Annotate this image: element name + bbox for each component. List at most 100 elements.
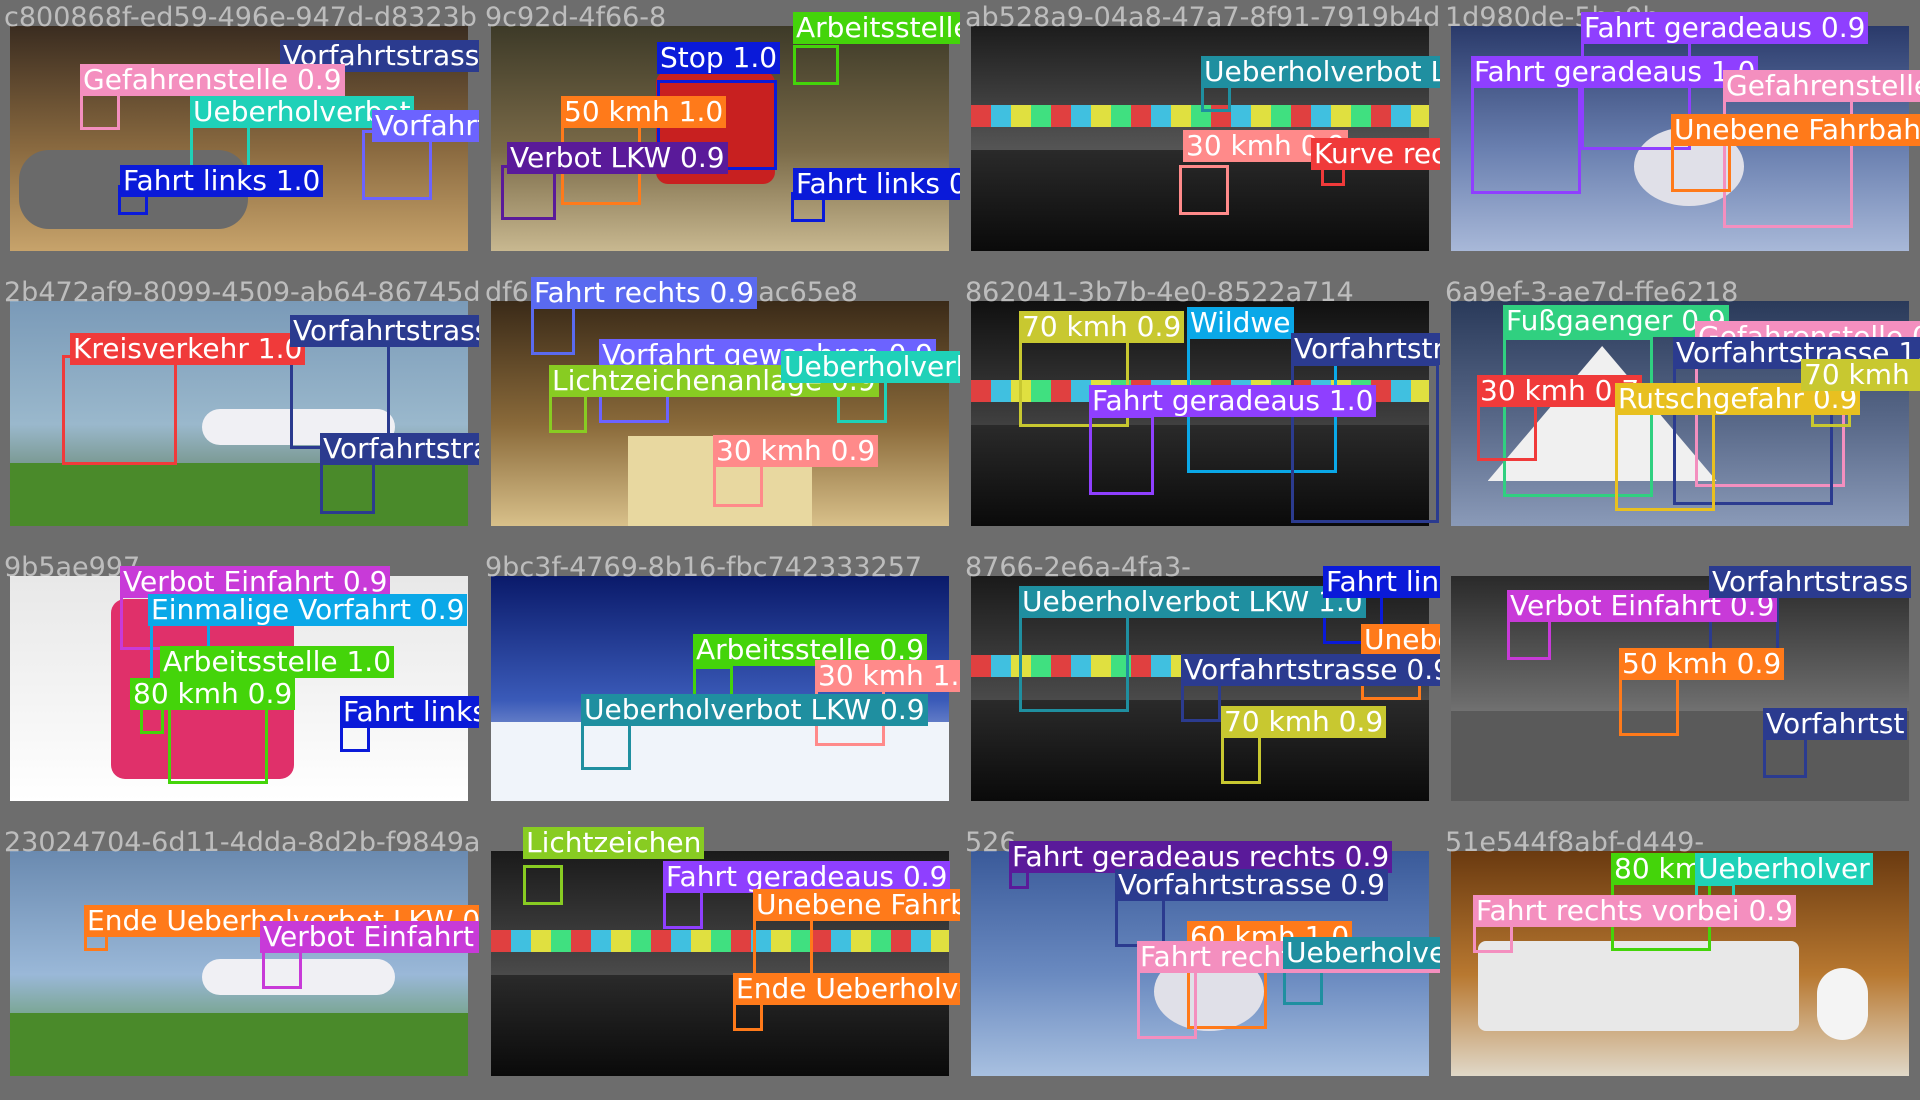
detection-box: [1763, 734, 1807, 778]
detection-label: Lichtzeichen: [523, 827, 705, 859]
detection-label: Vorfahrtstrasse 0.9: [1181, 654, 1440, 686]
cell-photo: [10, 851, 468, 1076]
detection-label: Vorfahrtstrasse 0.9: [1115, 869, 1388, 901]
image-filename: 2b472af9-8099-4509-ab64-86745df: [4, 277, 479, 308]
detection-label: 30 kmh 0.7: [1477, 375, 1643, 407]
mosaic-cell: Verbot Einfahrt 0.9 Vorfahrtstrass 50 kmh …: [1441, 550, 1920, 824]
detection-label: Fahrt geradeaus rechts 0.9: [1009, 841, 1393, 873]
detection-box: [1019, 612, 1129, 712]
mosaic-cell: 9c92d-4f66-8 Arbeitsstelle 0.9 Stop 1.0 50 …: [481, 0, 960, 274]
image-filename: 23024704-6d11-4dda-8d2b-f9849a7: [4, 827, 479, 858]
image-filename: 862041-3b7b-4e0-8522a714: [965, 277, 1354, 308]
detection-box: [1503, 337, 1653, 497]
detection-box: [262, 949, 302, 989]
detection-label: Fahrt geradeaus 1.0: [1471, 56, 1759, 88]
mosaic-cell: c800868f-ed59-496e-947d-d8323b73650096 Vo…: [0, 0, 479, 274]
detection-label: 30 kmh 0.9: [713, 435, 879, 467]
detection-label: 70 kmh 0.9: [1801, 359, 1920, 391]
detection-box: [1089, 415, 1154, 495]
detection-label: Fahrt links 0.9: [340, 696, 479, 728]
detection-label: Verbot LKW 0.9: [507, 142, 728, 174]
detection-label: Vorfahrtstrasse 0.9: [320, 433, 479, 465]
detection-label: Unebene Fahrbahn 0.9: [753, 889, 960, 921]
image-filename: ab528a9-04a8-47a7-8f91-7919b4d: [965, 2, 1440, 33]
detection-label: Unebene Fahrbah: [1671, 114, 1920, 146]
umbrellas: [491, 929, 949, 953]
mouse: [1817, 968, 1868, 1040]
detection-label: Ueberholver: [1695, 853, 1873, 885]
detection-label: Vorfahrtstrass: [1709, 566, 1912, 598]
detection-label: Fahrt geradeaus 1.0: [1089, 385, 1377, 417]
airplane: [202, 959, 395, 995]
detection-label: Ende Ueberholverbot LKW 0.9: [733, 973, 960, 1005]
detection-box: [581, 720, 631, 770]
detection-label: 80 kmh 0.9: [130, 678, 296, 710]
mosaic-cell: df6b3-e534-acd2-4cac65e8Fahrt rechts 0.9…: [481, 275, 960, 549]
detection-label: Gefahrenstelle 0.9: [80, 64, 345, 96]
detection-box: [663, 889, 703, 929]
detection-label: Wildwe: [1187, 307, 1294, 339]
detection-label: Fahrt links 0.9: [1323, 566, 1440, 598]
detection-label: 50 kmh 1.0: [561, 96, 727, 128]
keyboard: [1478, 941, 1800, 1031]
detection-label: 50 kmh 0.9: [1619, 648, 1785, 680]
detection-label: Vorfahrt gewaehren 0.9: [372, 110, 479, 142]
detection-box: [1615, 411, 1715, 511]
detection-label: Fahrt rechts 0.9: [531, 277, 758, 309]
detection-label: Verbot Einfahrt 0.9: [120, 566, 391, 598]
detection-box: [523, 865, 563, 905]
detection-box: [1619, 676, 1679, 736]
image-filename: 51e544f8abf-d449-: [1445, 827, 1705, 858]
detection-label: Gefahrenstelle: [1723, 70, 1920, 102]
detection-label: 30 kmh 1.0: [815, 660, 960, 692]
detection-label: 70 kmh 0.9: [1019, 311, 1185, 343]
image-filename: 9c92d-4f66-8: [485, 2, 667, 33]
detection-label: Stop 1.0: [657, 42, 781, 74]
detection-label: Ueberholverbot LKW 0.9: [581, 694, 928, 726]
detection-label: Fahrt rechts vorbei 0.9: [1473, 895, 1796, 927]
detection-box: [531, 305, 575, 355]
detection-label: Fußgaenger 0.9: [1503, 305, 1729, 337]
umbrellas: [971, 104, 1429, 128]
detection-label: Ueberholverbot LKW 0.9: [1283, 937, 1440, 969]
detection-box: [549, 393, 587, 433]
mosaic-cell: 2b472af9-8099-4509-ab64-86745df Kreisverk…: [0, 275, 479, 549]
detection-label: Fahrt links 1.0: [120, 165, 324, 197]
grass: [10, 1013, 468, 1076]
mosaic-cell: 9bc3f-4769-8b16-fbc742333257 Arbeitsstell…: [481, 550, 960, 824]
detection-box: [1471, 84, 1581, 194]
detection-label: Unebene F: [1361, 624, 1440, 656]
detection-label: Verbot Einfahrt 0.9: [1507, 590, 1778, 622]
snow: [491, 722, 949, 801]
mosaic-cell: 51e544f8abf-d449- 80 kmh Ueberholver Fahrt …: [1441, 825, 1920, 1099]
detection-label: Ueberholverbot LKW: [1201, 56, 1440, 88]
mosaic-cell: Lichtzeichen Fahrt geradeaus 0.9 Unebene F…: [481, 825, 960, 1099]
detection-label: Fahrt geradeaus 0.9: [1581, 12, 1869, 44]
detection-box: [733, 1001, 763, 1031]
mosaic-cell: 862041-3b7b-4e0-8522a714 70 kmh 0.9 Wildwe…: [961, 275, 1440, 549]
detection-label: Vorfahrtstrasse 1.0: [290, 315, 479, 347]
water: [971, 424, 1429, 526]
detection-box: [1221, 734, 1261, 784]
detection-box: [1477, 401, 1537, 461]
detection-label: Ueberholverbot 0.9: [781, 351, 960, 383]
image-filename: c800868f-ed59-496e-947d-d8323b73650096: [4, 2, 479, 33]
detection-box: [62, 355, 177, 465]
detection-box: [1179, 165, 1229, 215]
image-filename: 9bc3f-4769-8b16-fbc742333257: [485, 552, 923, 583]
detection-label: Vorfahrtstrasse: [1291, 333, 1440, 365]
image-filename: 8766-2e6a-4fa3-: [965, 552, 1191, 583]
cell-photo: [1451, 851, 1909, 1076]
detection-label: Einmalige Vorfahrt 0.9: [148, 594, 468, 626]
mosaic-cell: 1d980de-5be9b Fahrt geradeaus 0.9 Fahrt ge…: [1441, 0, 1920, 274]
detection-box: [753, 917, 813, 977]
detection-box: [80, 90, 120, 130]
detection-label: 70 kmh 0.9: [1221, 706, 1387, 738]
mosaic-cell: 9b5ae997- Verbot Einfahrt 0.9 Einmalige Vo…: [0, 550, 479, 824]
cell-photo: [491, 851, 949, 1076]
mosaic-cell: 8766-2e6a-4fa3- Ueberholverbot LKW 1.0 Fah…: [961, 550, 1440, 824]
detection-label: Arbeitsstelle 1.0: [160, 646, 395, 678]
detection-box: [1137, 969, 1197, 1039]
